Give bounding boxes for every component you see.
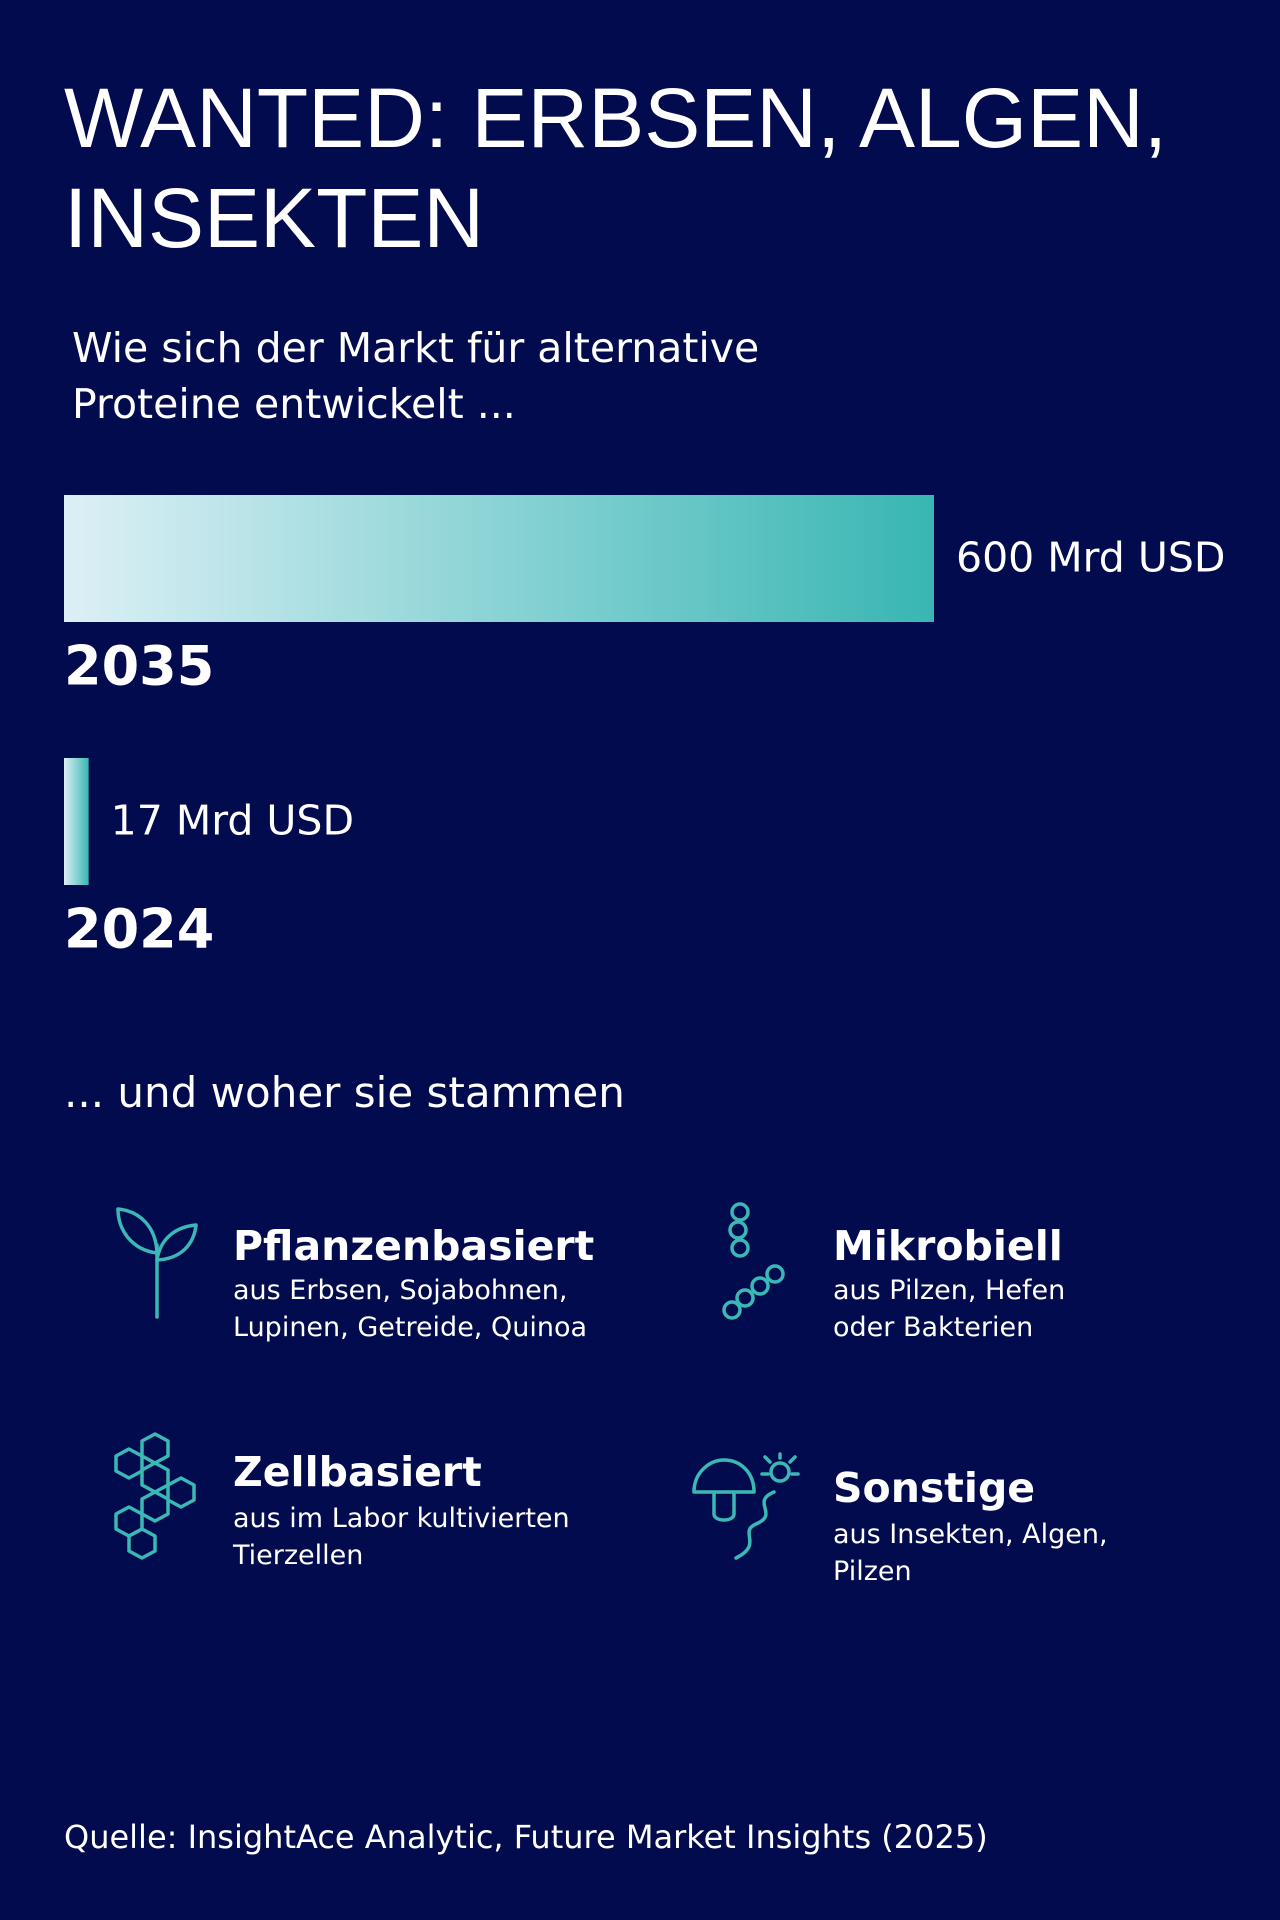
plant-icon <box>116 1207 198 1319</box>
desc-line: aus im Labor kultivierten <box>233 1503 570 1534</box>
subtitle: Wie sich der Markt für alternative Prote… <box>72 320 759 432</box>
item-desc: aus Pilzen, Hefen oder Bakterien <box>833 1272 1065 1346</box>
item-title: Mikrobiell <box>833 1222 1063 1270</box>
item-title: Pflanzenbasiert <box>233 1222 595 1270</box>
value-label: 17 Mrd USD <box>111 797 354 845</box>
desc-line: Tierzellen <box>233 1540 364 1571</box>
item-title: Zellbasiert <box>233 1448 482 1496</box>
microbe-icon <box>722 1202 785 1320</box>
category-label: 2024 <box>64 898 214 961</box>
source: Quelle: InsightAce Analytic, Future Mark… <box>64 1818 988 1856</box>
cell-icon <box>114 1432 196 1560</box>
title-line: INSEKTEN <box>64 171 485 265</box>
desc-line: aus Erbsen, Sojabohnen, <box>233 1275 568 1306</box>
value-label: 600 Mrd USD <box>956 534 1225 582</box>
item-desc: aus Erbsen, Sojabohnen, Lupinen, Getreide… <box>233 1272 587 1346</box>
bar <box>64 495 934 622</box>
desc-line: Lupinen, Getreide, Quinoa <box>233 1312 588 1343</box>
item-title: Sonstige <box>833 1464 1036 1512</box>
chart: 600 Mrd USD 2035 17 Mrd USD 2024 <box>64 495 1225 961</box>
subtitle-line: Proteine entwickelt ... <box>72 380 516 428</box>
desc-line: aus Insekten, Algen, <box>833 1519 1108 1550</box>
other-icon <box>692 1452 800 1560</box>
subtitle-line: Wie sich der Markt für alternative <box>72 324 760 372</box>
item-desc: aus im Labor kultivierten Tierzellen <box>233 1500 570 1574</box>
title: WANTED: ERBSEN, ALGEN, INSEKTEN <box>64 68 1167 268</box>
title-line: WANTED: ERBSEN, ALGEN, <box>64 71 1168 165</box>
desc-line: oder Bakterien <box>833 1312 1034 1343</box>
category-label: 2035 <box>64 635 214 698</box>
item-desc: aus Insekten, Algen, Pilzen <box>833 1516 1108 1590</box>
section-heading: ... und woher sie stammen <box>64 1068 625 1117</box>
desc-line: aus Pilzen, Hefen <box>833 1275 1066 1306</box>
bar <box>64 758 89 885</box>
desc-line: Pilzen <box>833 1556 912 1587</box>
